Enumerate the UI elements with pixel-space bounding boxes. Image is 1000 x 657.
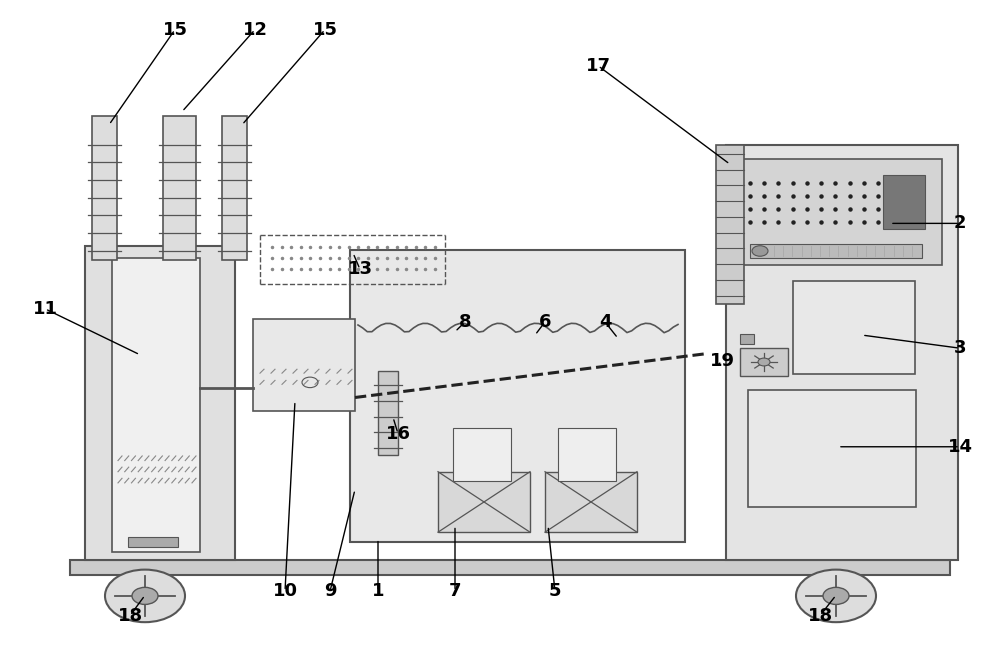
Text: 11: 11	[32, 300, 58, 318]
Text: 17: 17	[586, 57, 610, 75]
Bar	[378, 371, 398, 455]
Text: 5: 5	[549, 582, 561, 600]
Bar	[558, 428, 616, 481]
Text: 2: 2	[954, 214, 966, 233]
Text: 7: 7	[449, 582, 461, 600]
Text: 15: 15	[312, 20, 338, 39]
Bar	[438, 472, 530, 532]
Bar	[70, 560, 950, 575]
Circle shape	[823, 587, 849, 604]
Text: 16: 16	[386, 424, 411, 443]
Text: 8: 8	[459, 313, 471, 331]
Bar	[740, 334, 754, 344]
Text: 10: 10	[272, 582, 298, 600]
Text: 1: 1	[372, 582, 384, 600]
Text: 18: 18	[807, 606, 833, 625]
Bar	[253, 319, 355, 411]
Bar	[716, 145, 744, 304]
Bar	[222, 116, 247, 260]
Bar	[163, 116, 196, 260]
Circle shape	[752, 246, 768, 256]
Circle shape	[132, 587, 158, 604]
Text: 13: 13	[348, 260, 372, 279]
Circle shape	[796, 570, 876, 622]
Text: 14: 14	[948, 438, 972, 456]
Text: 3: 3	[954, 339, 966, 357]
Bar	[453, 428, 511, 481]
Bar	[545, 472, 637, 532]
Text: 12: 12	[242, 20, 268, 39]
Bar	[112, 258, 200, 552]
Bar	[128, 537, 178, 547]
Bar	[748, 390, 916, 507]
Text: 18: 18	[117, 606, 143, 625]
Bar	[883, 175, 925, 229]
Bar	[750, 244, 922, 258]
Circle shape	[105, 570, 185, 622]
Text: 19: 19	[710, 352, 734, 371]
Bar	[350, 250, 685, 542]
Bar	[726, 145, 958, 560]
Bar	[740, 348, 788, 376]
Text: 15: 15	[162, 20, 188, 39]
Text: 6: 6	[539, 313, 551, 331]
Bar	[92, 116, 117, 260]
Bar	[85, 246, 235, 560]
Bar	[740, 159, 942, 265]
Bar	[793, 281, 915, 374]
Circle shape	[758, 358, 770, 366]
Text: 9: 9	[324, 582, 336, 600]
Text: 4: 4	[599, 313, 611, 331]
